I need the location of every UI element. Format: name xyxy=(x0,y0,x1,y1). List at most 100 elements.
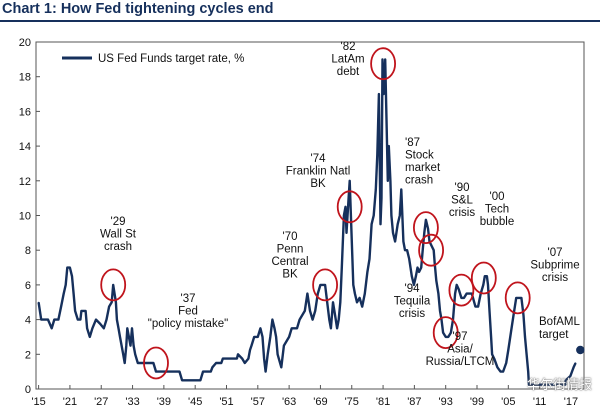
data-point xyxy=(299,319,301,321)
data-point xyxy=(515,297,517,299)
highlight-circle xyxy=(370,47,397,81)
data-point xyxy=(312,319,314,321)
data-point xyxy=(210,371,212,373)
annotation-line: Asia/ xyxy=(447,344,473,356)
data-point xyxy=(468,293,470,295)
x-tick-label: '17 xyxy=(564,396,578,408)
data-point xyxy=(91,327,93,329)
data-point xyxy=(324,284,326,286)
annotation-line: crisis xyxy=(542,272,568,284)
x-tick-label: '27 xyxy=(94,396,108,408)
data-point xyxy=(99,323,101,325)
annotation-line: Tequila xyxy=(394,296,431,308)
annotation-line: Fed xyxy=(178,306,198,318)
y-tick-label: 4 xyxy=(25,315,31,327)
title-bar: Chart 1: How Fed tightening cycles end xyxy=(0,0,600,22)
data-point xyxy=(466,293,468,295)
data-point xyxy=(378,93,380,95)
data-point xyxy=(285,340,288,342)
event-annotation: '87 Stock market crash xyxy=(405,137,441,187)
data-point xyxy=(53,319,55,321)
data-point xyxy=(496,366,498,368)
data-point xyxy=(237,353,239,355)
highlight-circle xyxy=(100,268,127,302)
data-point xyxy=(415,275,417,277)
data-point xyxy=(241,358,243,360)
data-point xyxy=(259,327,261,329)
data-point xyxy=(518,297,520,299)
data-point xyxy=(520,297,523,299)
annotation-line: crash xyxy=(405,175,433,187)
series-line xyxy=(37,58,577,386)
annotation-line: debt xyxy=(337,66,360,78)
data-point xyxy=(491,353,493,355)
event-annotation: '82 LatAm debt xyxy=(331,41,364,78)
data-point xyxy=(383,93,385,95)
data-point xyxy=(348,197,350,199)
data-point xyxy=(431,245,433,247)
data-point xyxy=(456,284,458,286)
data-point xyxy=(418,271,420,273)
data-point xyxy=(439,310,441,312)
data-point xyxy=(77,319,79,321)
forecast-label: BofAML target xyxy=(539,316,581,341)
x-tick-label: '69 xyxy=(313,396,327,408)
data-point xyxy=(486,275,488,277)
data-point xyxy=(57,319,60,321)
annotation-line: "policy mistake" xyxy=(148,318,228,330)
data-point xyxy=(350,223,352,225)
data-point xyxy=(222,358,224,360)
data-point xyxy=(474,306,476,308)
data-point xyxy=(427,227,429,230)
data-point xyxy=(524,336,526,338)
data-point xyxy=(126,327,128,329)
data-point xyxy=(199,379,201,381)
data-point xyxy=(215,362,217,364)
highlight-circle xyxy=(312,268,339,302)
data-point xyxy=(119,336,121,338)
data-point xyxy=(361,306,363,308)
data-point xyxy=(328,319,330,321)
x-tick-label: '93 xyxy=(439,396,453,408)
data-point xyxy=(211,366,213,368)
data-point xyxy=(129,345,132,347)
data-point xyxy=(404,249,406,251)
data-point xyxy=(420,267,422,269)
data-point xyxy=(565,379,567,381)
forecast-dot xyxy=(576,345,585,355)
data-point xyxy=(314,310,316,312)
data-point xyxy=(309,310,311,312)
data-point xyxy=(249,349,251,351)
annotation-line: '82 xyxy=(341,41,356,53)
annotation-line: BK xyxy=(310,178,326,190)
data-point xyxy=(379,223,382,225)
highlight-circle xyxy=(143,346,169,380)
data-point xyxy=(447,336,449,338)
data-point xyxy=(323,284,325,286)
data-point xyxy=(359,297,361,299)
annotation-line: '37 xyxy=(181,293,196,305)
data-point xyxy=(80,310,82,312)
data-point xyxy=(317,293,319,295)
data-point xyxy=(336,327,338,329)
data-point xyxy=(330,327,332,329)
x-tick-label: '45 xyxy=(188,396,202,408)
data-point xyxy=(354,293,356,295)
highlight-circle xyxy=(470,261,497,295)
data-point xyxy=(51,327,53,329)
annotation-line: Stock xyxy=(405,150,434,162)
data-point xyxy=(65,284,67,286)
data-point xyxy=(253,336,255,338)
data-point xyxy=(319,284,321,286)
data-point xyxy=(386,128,388,130)
highlight-circle xyxy=(336,190,363,224)
y-tick-label: 10 xyxy=(19,211,31,223)
data-point xyxy=(131,327,133,329)
data-point xyxy=(450,332,452,334)
highlight-circle xyxy=(412,211,439,245)
data-point xyxy=(437,293,439,295)
x-tick-label: '11 xyxy=(533,396,547,408)
data-point xyxy=(569,375,572,377)
